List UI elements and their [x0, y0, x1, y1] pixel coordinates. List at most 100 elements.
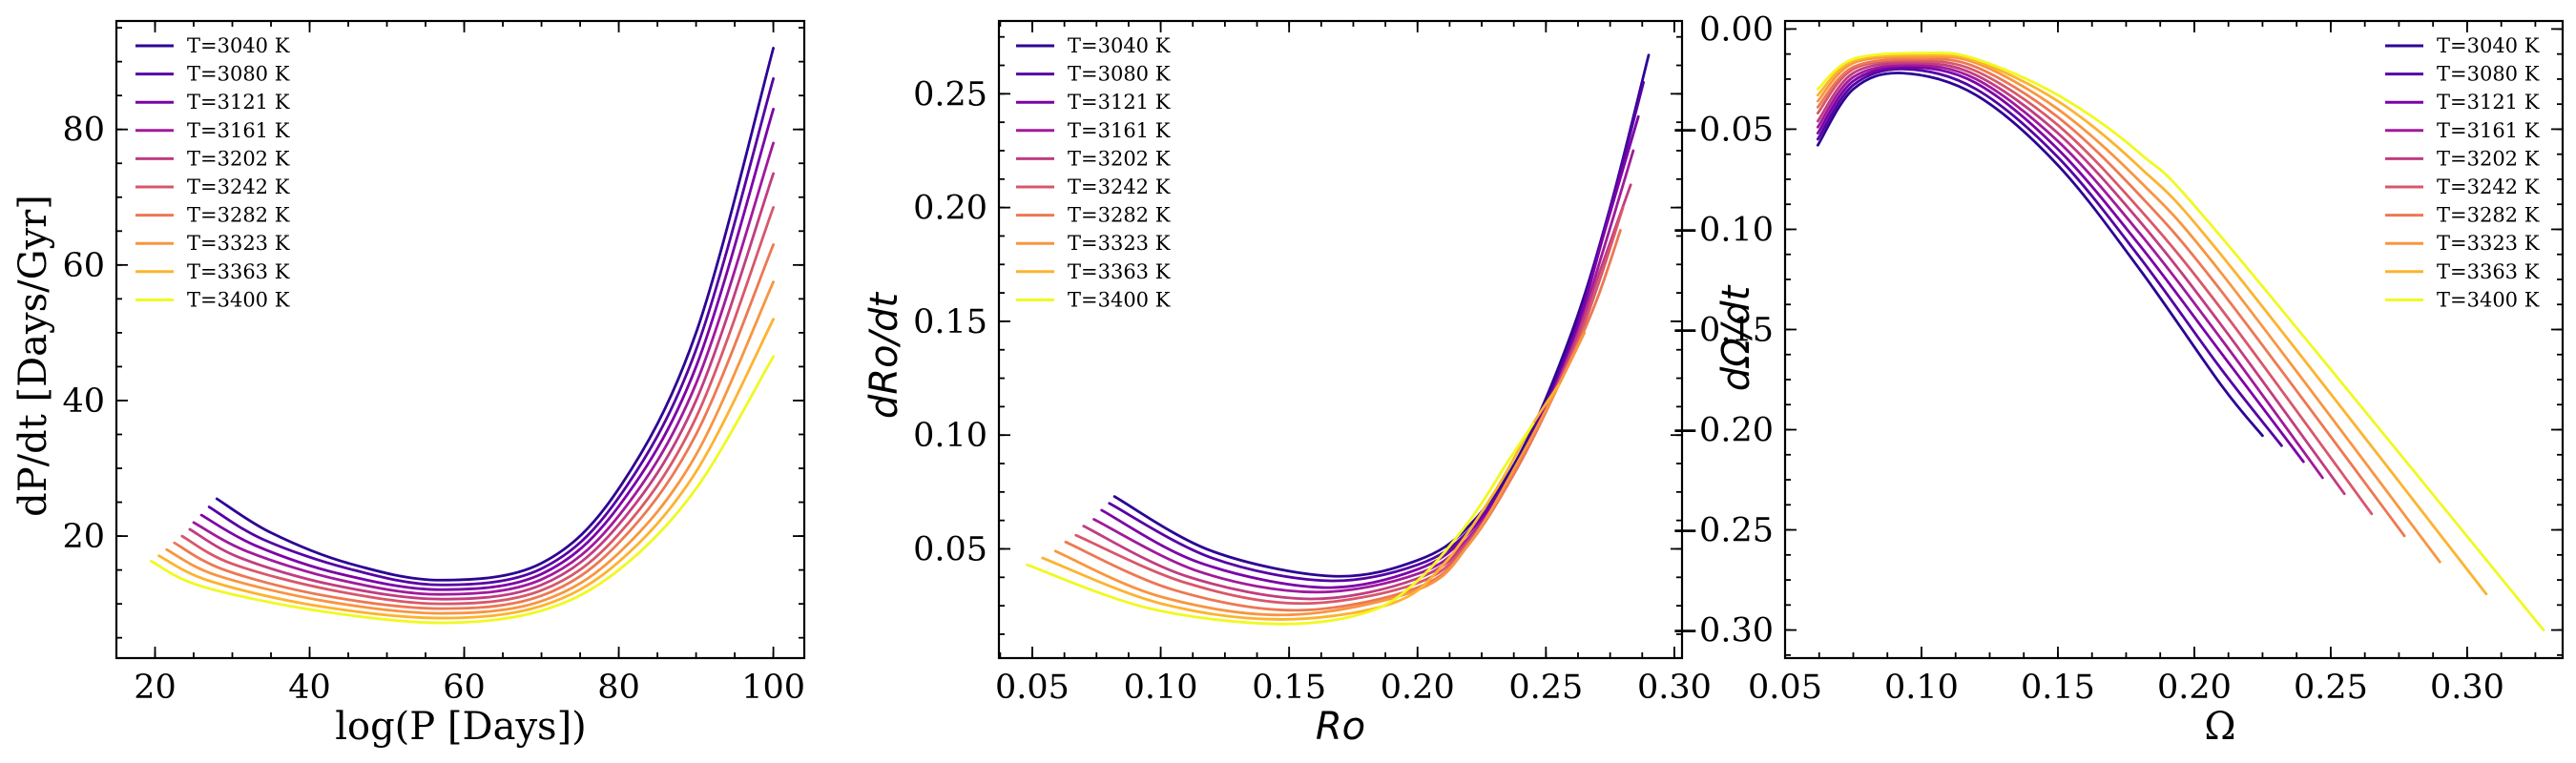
legend-label: T=3161 K: [1068, 119, 1171, 142]
legend-label: T=3202 K: [2437, 147, 2540, 170]
series-line: [215, 47, 775, 582]
y-tick-label: 0.05: [913, 530, 987, 568]
legend-label: T=3121 K: [2437, 91, 2540, 113]
series-line: [1816, 63, 2324, 480]
panel-dro-dt: 0.05 0.10 0.15 0.20 0.25 0.30 0.05 0.10 0.15 0.20…: [913, 19, 1712, 707]
series-line: [1026, 422, 1535, 626]
series-line: [1092, 149, 1635, 594]
legend-label: T=3282 K: [1068, 204, 1171, 227]
x-tick-label: 0.15: [2021, 669, 2095, 707]
y-tick-label: 0.20: [913, 190, 987, 228]
series-line: [1100, 114, 1640, 589]
panel-domega-dt: 0.05 0.10 0.15 0.20 0.25 0.30 0.00 −0.05 −0.10 −0…: [1672, 10, 2565, 707]
legend-label: T=3363 K: [2437, 260, 2540, 283]
panel-3-xlabel: Ω: [2204, 705, 2235, 749]
x-tick-label: 0.25: [2294, 669, 2368, 707]
series-line: [1816, 65, 2305, 464]
legend-label: T=3040 K: [2437, 34, 2540, 57]
series-line: [1108, 81, 1646, 583]
legend-label: T=3363 K: [187, 260, 290, 283]
legend-label: T=3202 K: [1068, 147, 1171, 170]
plot-frame: [1783, 19, 2565, 660]
series-line: [1816, 59, 2374, 516]
panel-2-ylabel: dRo/dt: [862, 292, 906, 420]
series-line: [192, 141, 775, 596]
legend-label: T=3363 K: [1068, 260, 1171, 283]
series-line: [157, 318, 775, 620]
panel-1-xlabel: log(P [Days]): [335, 705, 587, 749]
x-tick-label: 60: [443, 669, 486, 707]
legend-label: T=3161 K: [2437, 119, 2540, 142]
y-tick-label: 0.25: [913, 75, 987, 113]
y-tick-label: −0.05: [1672, 111, 1774, 149]
series-line: [1816, 61, 2346, 496]
series-line: [188, 172, 775, 601]
y-tick-label: −0.25: [1672, 512, 1774, 550]
y-tick-label: 60: [62, 247, 105, 285]
y-tick-label: −0.20: [1672, 412, 1774, 450]
x-tick-label: 0.30: [2430, 669, 2504, 707]
plot-frame: [997, 19, 1684, 660]
legend-label: T=3400 K: [2437, 288, 2540, 311]
x-tick-label: 0.05: [995, 669, 1070, 707]
legend-label: T=3242 K: [187, 175, 290, 198]
series-line: [165, 280, 775, 615]
x-tick-label: 80: [597, 669, 640, 707]
series-line: [207, 77, 775, 587]
series-line: [1074, 206, 1625, 606]
legend-label: T=3040 K: [187, 34, 290, 57]
legend-label: T=3323 K: [1068, 232, 1171, 255]
legend-label: T=3282 K: [2437, 204, 2540, 227]
x-tick-label: 0.15: [1252, 669, 1326, 707]
series-line: [1112, 53, 1651, 578]
y-tick-label: 0.15: [913, 303, 987, 341]
legend-label: T=3242 K: [2437, 175, 2540, 198]
x-tick-label: 20: [134, 669, 177, 707]
x-tick-label: 0.20: [2157, 669, 2232, 707]
legend-label: T=3323 K: [187, 232, 290, 255]
panel-2-xlabel: Ro: [1316, 705, 1365, 749]
y-tick-label: 40: [62, 382, 105, 421]
series-line: [1816, 52, 2545, 631]
series-line: [1041, 383, 1561, 621]
legend-label: T=3080 K: [2437, 63, 2540, 86]
x-tick-label: 0.10: [1884, 669, 1959, 707]
x-tick-label: 40: [288, 669, 331, 707]
legend-label: T=3040 K: [1068, 34, 1171, 57]
series-line: [1816, 53, 2488, 596]
series-line: [180, 206, 775, 606]
legend-label: T=3080 K: [1068, 63, 1171, 86]
x-tick-label: 0.25: [1508, 669, 1583, 707]
legend-label: T=3400 K: [187, 288, 290, 311]
legend-label: T=3323 K: [2437, 232, 2540, 255]
legend-label: T=3161 K: [187, 119, 290, 142]
y-tick-label: 0.10: [913, 417, 987, 455]
x-tick-label: 0.05: [1748, 669, 1822, 707]
series-line: [173, 243, 775, 610]
series-line: [1816, 72, 2264, 438]
series-line: [150, 355, 775, 625]
legend-label: T=3400 K: [1068, 288, 1171, 311]
y-tick-label: 20: [62, 518, 105, 556]
legend-label: T=3121 K: [1068, 91, 1171, 113]
y-tick-label: −0.10: [1672, 211, 1774, 249]
panel-dp-dt: 20 40 60 80 100 20 40 60 80 T=3040 K T=3080 K T=312…: [62, 19, 806, 707]
x-tick-label: 100: [741, 669, 805, 707]
x-tick-label: 0.20: [1381, 669, 1455, 707]
y-tick-label: −0.30: [1672, 612, 1774, 650]
series-line: [1082, 183, 1632, 601]
y-tick-label: −0.15: [1672, 311, 1774, 349]
legend-label: T=3242 K: [1068, 175, 1171, 198]
legend-label: T=3080 K: [187, 63, 290, 86]
series-line: [1816, 57, 2406, 538]
panel-3-ylabel: dΩ/dt: [1714, 284, 1758, 391]
y-tick-label: 0.00: [1699, 10, 1774, 49]
legend-label: T=3202 K: [187, 147, 290, 170]
x-tick-label: 0.10: [1124, 669, 1198, 707]
series-line: [1816, 55, 2441, 564]
plot-frame: [114, 19, 806, 660]
panel-1-ylabel: dP/dt [Days/Gyr]: [11, 195, 55, 517]
series-line: [1816, 68, 2283, 447]
y-tick-label: 80: [62, 112, 105, 150]
